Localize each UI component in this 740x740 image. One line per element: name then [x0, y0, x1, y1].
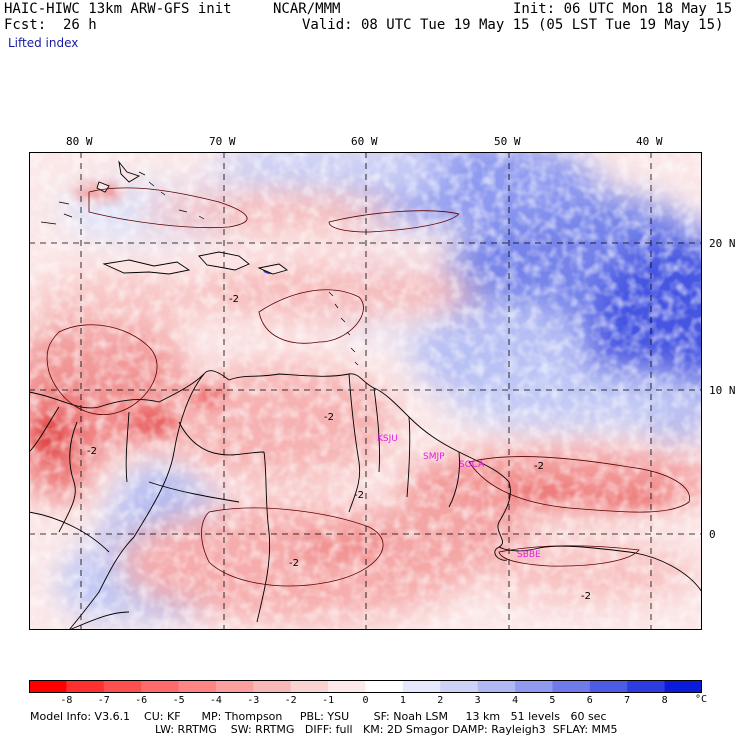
colorbar-tick-label: -8: [60, 695, 73, 706]
island-chain: [40, 171, 359, 366]
lifted-index-map: -2 -2 -2 -2 -2 -2 -2 KSJU SMJP SOCA SBBE: [29, 152, 702, 630]
colorbar-cell: [515, 680, 553, 693]
colorbar-cell: [552, 680, 591, 693]
colorbar-unit: °C: [695, 694, 708, 705]
contour-label: -2: [87, 446, 97, 457]
colorbar-cell: [290, 680, 329, 693]
colorbar-tick-label: -2: [284, 695, 297, 706]
station-ksju: KSJU: [377, 434, 398, 444]
lat-label: 0: [709, 528, 716, 541]
colorbar-cell: [178, 680, 217, 693]
contour-label: -2: [354, 490, 364, 501]
colorbar-tick-label: 5: [549, 695, 556, 706]
model-title: HAIC-HIWC 13km ARW-GFS init: [4, 1, 232, 17]
map-frame: [29, 152, 702, 630]
colorbar-tick-label: -3: [247, 695, 260, 706]
station-sbbe: SBBE: [517, 550, 541, 560]
colorbar-tick-label: 1: [399, 695, 406, 706]
colorbar-cell: [402, 680, 441, 693]
contour-lines: [46, 187, 691, 587]
forecast-hour: 26 h: [63, 17, 97, 33]
colorbar-tick-label: 3: [474, 695, 481, 706]
model-info-line1: Model Info: V3.6.1 CU: KF MP: Thompson P…: [30, 710, 607, 723]
lon-label: 60 W: [351, 135, 378, 148]
station-smjp: SMJP: [423, 452, 445, 462]
colorbar-tick-label: 8: [661, 695, 668, 706]
station-soca: SOCA: [459, 460, 485, 470]
field-name: Lifted index: [8, 36, 79, 50]
contour-label: -2: [289, 558, 299, 569]
lon-label: 40 W: [636, 135, 663, 148]
contour-label: -2: [229, 294, 239, 305]
colorbar-tick-label: 0: [362, 695, 369, 706]
agency-label: NCAR/MMM: [273, 1, 341, 17]
lon-label: 70 W: [209, 135, 236, 148]
colorbar-cell: [664, 680, 702, 693]
contour-label: -2: [534, 461, 544, 472]
colorbar-tick-label: 6: [586, 695, 593, 706]
colorbar-tick-label: -7: [97, 695, 110, 706]
colorbar-tick-label: 7: [624, 695, 631, 706]
lon-label: 50 W: [494, 135, 521, 148]
lon-label: 80 W: [66, 135, 93, 148]
colorbar-tick-label: -1: [322, 695, 335, 706]
colorbar-cell: [477, 680, 516, 693]
colorbar-cell: [253, 680, 292, 693]
contour-label: -2: [324, 412, 334, 423]
contour-label: -2: [581, 591, 591, 602]
lat-label: 20 N: [709, 237, 736, 250]
coastlines: [29, 370, 702, 630]
colorbar-cell: [365, 680, 404, 693]
colorbar-cell: [215, 680, 254, 693]
colorbar-cell: [589, 680, 628, 693]
colorbar-cell: [328, 680, 366, 693]
colorbar-cell: [103, 680, 142, 693]
colorbar-cell: [627, 680, 666, 693]
colorbar: [29, 680, 702, 693]
colorbar-cell: [29, 680, 67, 693]
colorbar-tick-label: 2: [437, 695, 444, 706]
model-info-line2: LW: RRTMG SW: RRTMG DIFF: full KM: 2D Sm…: [155, 723, 618, 736]
colorbar-cell: [66, 680, 105, 693]
colorbar-cell: [440, 680, 479, 693]
colorbar-tick-label: -6: [135, 695, 148, 706]
init-time: Init: 06 UTC Mon 18 May 15: [513, 1, 733, 17]
forecast-label: Fcst:: [4, 17, 47, 33]
colorbar-tick-label: -5: [172, 695, 185, 706]
lat-lon-grid: [29, 152, 702, 630]
valid-time: Valid: 08 UTC Tue 19 May 15 (05 LST Tue …: [302, 17, 724, 33]
colorbar-cell: [141, 680, 180, 693]
colorbar-tick-label: -4: [209, 695, 222, 706]
texture: [29, 152, 702, 630]
lat-label: 10 N: [709, 384, 736, 397]
colorbar-tick-label: 4: [512, 695, 519, 706]
